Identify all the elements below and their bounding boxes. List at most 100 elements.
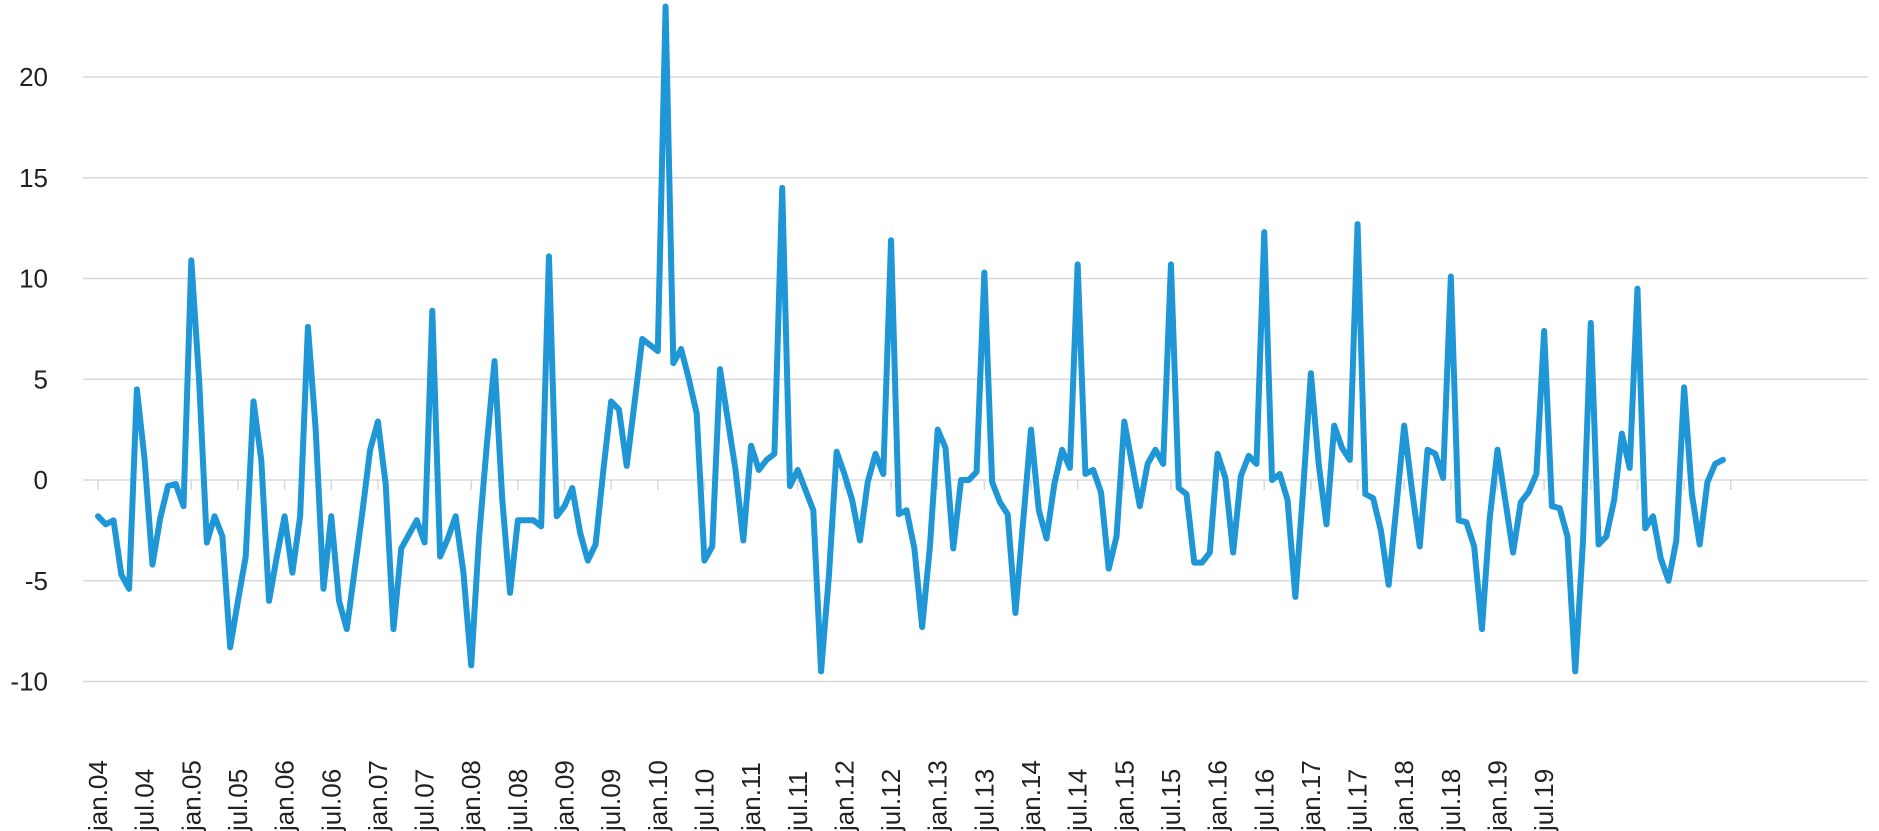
data-point [1186,494,1187,495]
data-point [961,480,962,481]
data-point [1209,552,1210,553]
x-tick-label: jan.15 [1109,760,1139,831]
x-tick-label: jan.17 [1296,760,1326,831]
x-tick-label: jul.11 [783,771,813,831]
data-point [1248,455,1249,456]
data-point [1528,492,1529,493]
x-tick-label: jan.05 [176,760,206,831]
data-point [1054,484,1055,485]
data-point [1598,544,1599,545]
data-point [1660,558,1661,559]
data-point [914,548,915,549]
data-point [1357,224,1358,225]
data-point [1722,459,1723,460]
data-point [898,514,899,515]
data-point [1505,500,1506,501]
data-point [828,576,829,577]
data-point [401,548,402,549]
data-point [758,469,759,470]
data-point [1240,475,1241,476]
data-point [1544,330,1545,331]
data-point [1551,506,1552,507]
data-point [634,403,635,404]
data-point [1419,546,1420,547]
data-point [377,421,378,422]
y-tick-label: 10 [19,264,48,294]
data-point [688,379,689,380]
data-point [657,351,658,352]
data-point [1404,425,1405,426]
data-point [626,465,627,466]
data-point [1450,276,1451,277]
data-point [650,345,651,346]
data-point [1645,528,1646,529]
data-point [595,544,596,545]
data-point [1567,536,1568,537]
data-point [673,363,674,364]
x-tick-label: jan.07 [363,760,393,831]
data-point [844,473,845,474]
data-point [1435,453,1436,454]
data-point [517,520,518,521]
x-tick-label: jul.19 [1529,769,1559,831]
data-point [774,453,775,454]
data-point [945,447,946,448]
data-point [1668,580,1669,581]
data-point [875,453,876,454]
data-point [136,389,137,390]
data-point [98,516,99,517]
y-tick-label: -5 [25,566,48,596]
x-tick-label: jan.14 [1016,760,1046,831]
data-point [929,546,930,547]
data-point [1443,477,1444,478]
data-point [1163,463,1164,464]
data-point [1676,540,1677,541]
data-point [1481,629,1482,630]
data-point [455,516,456,517]
series-layer [95,3,1726,675]
x-tick-label: jul.17 [1343,769,1373,831]
data-point [121,574,122,575]
data-point [105,524,106,525]
data-point [1536,473,1537,474]
data-point [1575,671,1576,672]
data-point [1023,520,1024,521]
y-tick-label: 20 [19,62,48,92]
data-point [1279,473,1280,474]
data-point [999,502,1000,503]
data-point [1155,449,1156,450]
data-point [300,516,301,517]
data-point [572,488,573,489]
data-point [603,469,604,470]
data-point [712,546,713,547]
data-point [245,556,246,557]
data-point [1653,516,1654,517]
data-point [1621,433,1622,434]
x-tick-label: jul.15 [1156,769,1186,831]
y-tick-label: 5 [34,364,48,394]
data-point [1326,524,1327,525]
data-point [1590,322,1591,323]
data-point [1684,387,1685,388]
data-point [922,627,923,628]
data-point [1520,502,1521,503]
data-point [618,409,619,410]
data-point [642,338,643,339]
data-point [1062,449,1063,450]
data-point [339,600,340,601]
data-point [766,459,767,460]
data-point [1637,288,1638,289]
data-point [1559,508,1560,509]
x-tick-label: jul.06 [316,769,346,831]
x-tick-label: jul.18 [1436,769,1466,831]
x-tick-label: jan.06 [270,760,300,831]
data-point [222,536,223,537]
data-point [440,556,441,557]
data-point [906,510,907,511]
data-point [1077,264,1078,265]
data-point [393,629,394,630]
data-point [1614,500,1615,501]
data-point [276,556,277,557]
data-point [1069,467,1070,468]
